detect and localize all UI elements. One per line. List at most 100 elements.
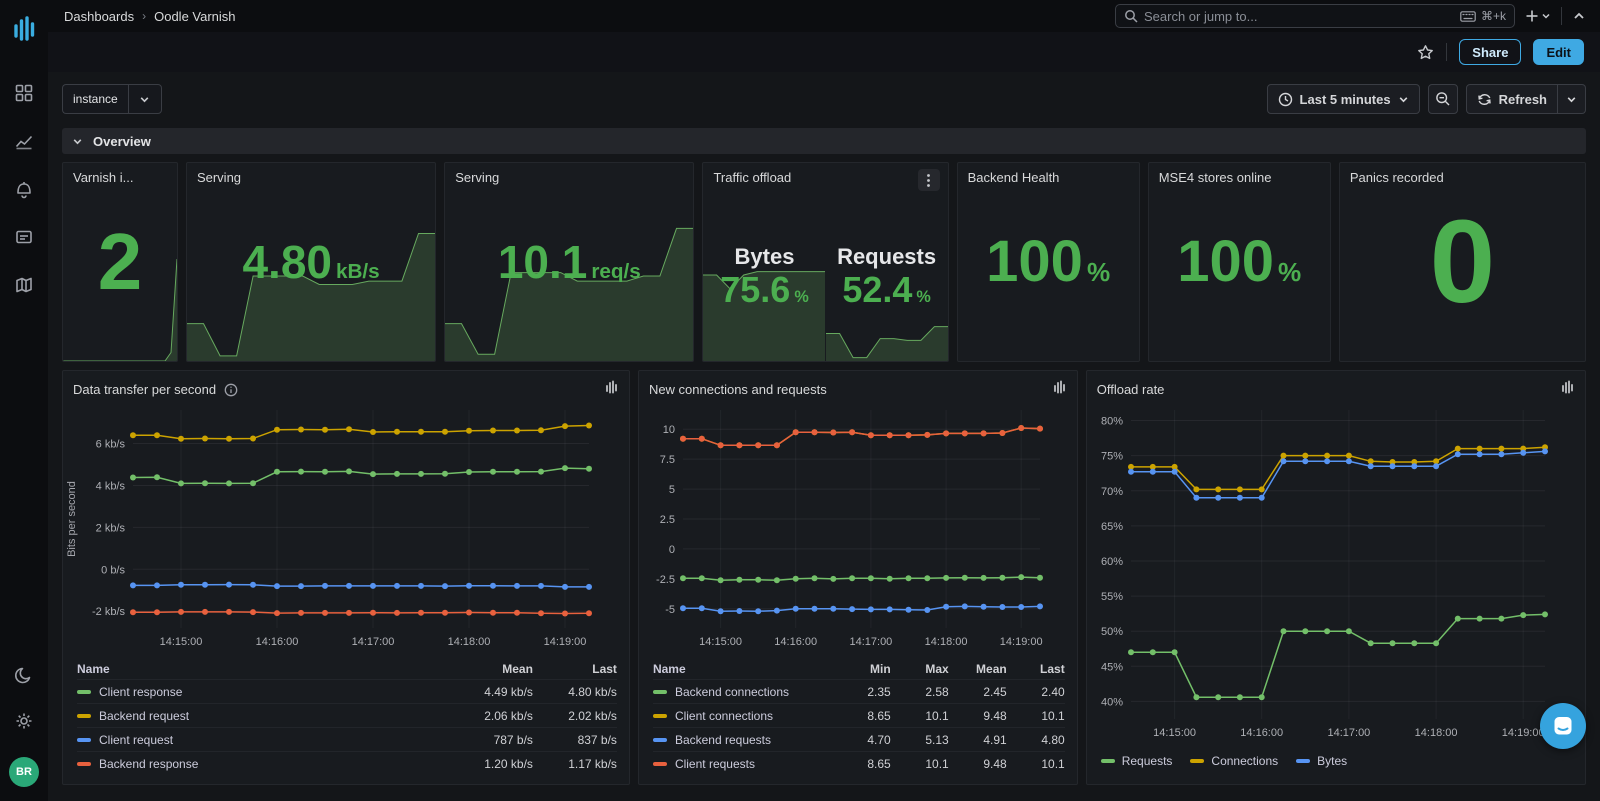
zoom-out-button[interactable]: [1427, 84, 1458, 114]
panel-title[interactable]: Backend Health: [967, 170, 1060, 185]
legend-row[interactable]: Client requests 8.65 10.1 9.48 10.1: [652, 751, 1065, 775]
instance-variable-label[interactable]: instance: [62, 84, 128, 114]
time-series-chart[interactable]: 80% 75% 70% 65% 60% 55% 50% 45% 40% 14:15:00 14:16…: [1087, 402, 1557, 745]
user-avatar[interactable]: BR: [9, 757, 39, 787]
panel-title[interactable]: Panics recorded: [1349, 170, 1444, 185]
settings-gear-icon[interactable]: [14, 711, 34, 731]
panel-title[interactable]: Traffic offload: [713, 170, 792, 185]
annotations-comment-icon[interactable]: [14, 227, 34, 247]
series-name: Backend request: [99, 708, 190, 723]
stat-value: 75.6%: [720, 269, 809, 310]
panel-title[interactable]: MSE4 stores online: [1158, 170, 1272, 185]
search-bar[interactable]: ⌘+k: [1115, 4, 1515, 28]
add-new-button[interactable]: [1525, 9, 1551, 23]
series-swatch: [1100, 759, 1115, 763]
kebab-menu-icon[interactable]: [917, 169, 940, 191]
legend-column-max[interactable]: Max: [925, 662, 949, 676]
favorite-star-icon[interactable]: [1417, 44, 1434, 61]
apps-grid-icon[interactable]: [14, 83, 34, 103]
map-icon[interactable]: [14, 275, 34, 295]
legend-column-name[interactable]: Name: [77, 662, 110, 676]
time-range-picker[interactable]: Last 5 minutes: [1266, 84, 1420, 114]
series-stat-value: 2.45: [983, 684, 1007, 699]
series-stat-value: 8.65: [867, 708, 891, 723]
svg-text:-2.5: -2.5: [656, 574, 675, 586]
svg-text:40%: 40%: [1101, 696, 1123, 708]
legend-row[interactable]: Backend requests 4.70 5.13 4.91 4.80: [652, 727, 1065, 751]
legend-row[interactable]: Backend connections 2.35 2.58 2.45 2.40: [652, 679, 1065, 703]
oodle-logo-icon: [1052, 379, 1067, 400]
chart-legend-table: Name Mean Last Client response 4.49 kb/s 4.80…: [63, 659, 629, 775]
oodle-logo[interactable]: [10, 14, 38, 49]
legend-item[interactable]: Bytes: [1296, 754, 1347, 768]
time-series-chart[interactable]: 6 kb/s 4 kb/s 2 kb/s 0 b/s -2 kb/s 14:15:00 14…: [63, 402, 599, 654]
series-stat-value: 4.70: [867, 732, 891, 747]
legend-column-mean[interactable]: Mean: [976, 662, 1007, 676]
stat-value: 52.4%: [842, 269, 931, 310]
zoom-out-icon: [1435, 92, 1450, 106]
stat-label: Bytes: [734, 244, 795, 269]
stat-value: 2: [97, 217, 143, 306]
topnav-divider: [1561, 7, 1562, 25]
refresh-interval-dropdown[interactable]: [1558, 84, 1586, 114]
time-series-chart[interactable]: 10 7.5 5 2.5 0 -2.5 -5 14:15:00 14:16:00 14:17:00…: [639, 402, 1050, 654]
stat-value: 4.80 kB/s: [242, 236, 380, 288]
edit-button[interactable]: Edit: [1533, 39, 1584, 65]
svg-text:14:17:00: 14:17:00: [1327, 727, 1370, 739]
refresh-button[interactable]: Refresh: [1465, 84, 1558, 114]
legend-column-last[interactable]: Last: [592, 662, 617, 676]
breadcrumb-current[interactable]: Oodle Varnish: [154, 8, 236, 24]
panel-title[interactable]: New connections and requests: [648, 382, 827, 397]
legend-column-min[interactable]: Min: [870, 662, 891, 676]
series-name: Client request: [99, 732, 174, 747]
stats-row: Varnish i... 2 Serving 4.80 kB/s Serving …: [62, 162, 1586, 362]
explore-chart-icon[interactable]: [14, 131, 34, 151]
legend-row[interactable]: Client request 787 b/s 837 b/s: [77, 727, 617, 751]
collapse-chevron-up-icon[interactable]: [1572, 9, 1586, 23]
oodle-logo-icon: [604, 379, 619, 400]
row-header-overview[interactable]: Overview: [62, 128, 1586, 154]
search-icon: [1125, 10, 1138, 23]
series-stat-value: 2.58: [925, 684, 949, 699]
svg-text:60%: 60%: [1101, 556, 1123, 568]
legend-item[interactable]: Requests: [1100, 754, 1172, 768]
panel-title[interactable]: Data transfer per second: [73, 382, 217, 397]
legend-row[interactable]: Client response 4.49 kb/s 4.80 kb/s: [77, 679, 617, 703]
info-icon[interactable]: [224, 383, 238, 397]
top-navbar: Dashboards › Oodle Varnish ⌘+k: [48, 0, 1600, 32]
legend-item[interactable]: Connections: [1190, 754, 1278, 768]
series-swatch: [1190, 759, 1205, 763]
stat-panel-mse4-stores: MSE4 stores online 100%: [1147, 162, 1331, 362]
legend-column-name[interactable]: Name: [652, 662, 686, 676]
search-shortcut: ⌘+k: [1460, 9, 1506, 23]
series-swatch: [77, 713, 91, 718]
series-name: Connections: [1211, 754, 1279, 768]
svg-text:-5: -5: [665, 604, 675, 616]
series-name: Backend response: [99, 756, 199, 771]
chat-widget-button[interactable]: [1540, 703, 1586, 749]
panel-title[interactable]: Offload rate: [1096, 382, 1165, 397]
stat-panel-serving-bytes: Serving 4.80 kB/s: [185, 162, 437, 362]
breadcrumb-dashboards[interactable]: Dashboards: [64, 8, 135, 24]
share-button[interactable]: Share: [1459, 39, 1522, 65]
legend-row[interactable]: Backend response 1.20 kb/s 1.17 kb/s: [77, 751, 617, 775]
panel-title[interactable]: Varnish i...: [73, 170, 134, 185]
svg-text:2 kb/s: 2 kb/s: [96, 522, 126, 534]
time-range-label: Last 5 minutes: [1299, 91, 1391, 107]
theme-moon-icon[interactable]: [14, 665, 34, 685]
series-stat-value: 9.48: [983, 756, 1007, 771]
panel-title[interactable]: Serving: [196, 170, 242, 185]
svg-text:50%: 50%: [1101, 626, 1123, 638]
legend-row[interactable]: Backend request 2.06 kb/s 2.02 kb/s: [77, 703, 617, 727]
search-input[interactable]: [1144, 8, 1454, 24]
instance-variable-dropdown[interactable]: [127, 84, 162, 114]
plus-icon: [1526, 10, 1538, 22]
legend-column-last[interactable]: Last: [1040, 662, 1065, 676]
legend-column-mean[interactable]: Mean: [502, 662, 533, 676]
alerting-bell-icon[interactable]: [14, 179, 34, 199]
legend-row[interactable]: Client connections 8.65 10.1 9.48 10.1: [652, 703, 1065, 727]
svg-text:5: 5: [669, 484, 675, 496]
panel-title[interactable]: Serving: [455, 170, 500, 185]
series-name: Backend requests: [674, 732, 771, 747]
